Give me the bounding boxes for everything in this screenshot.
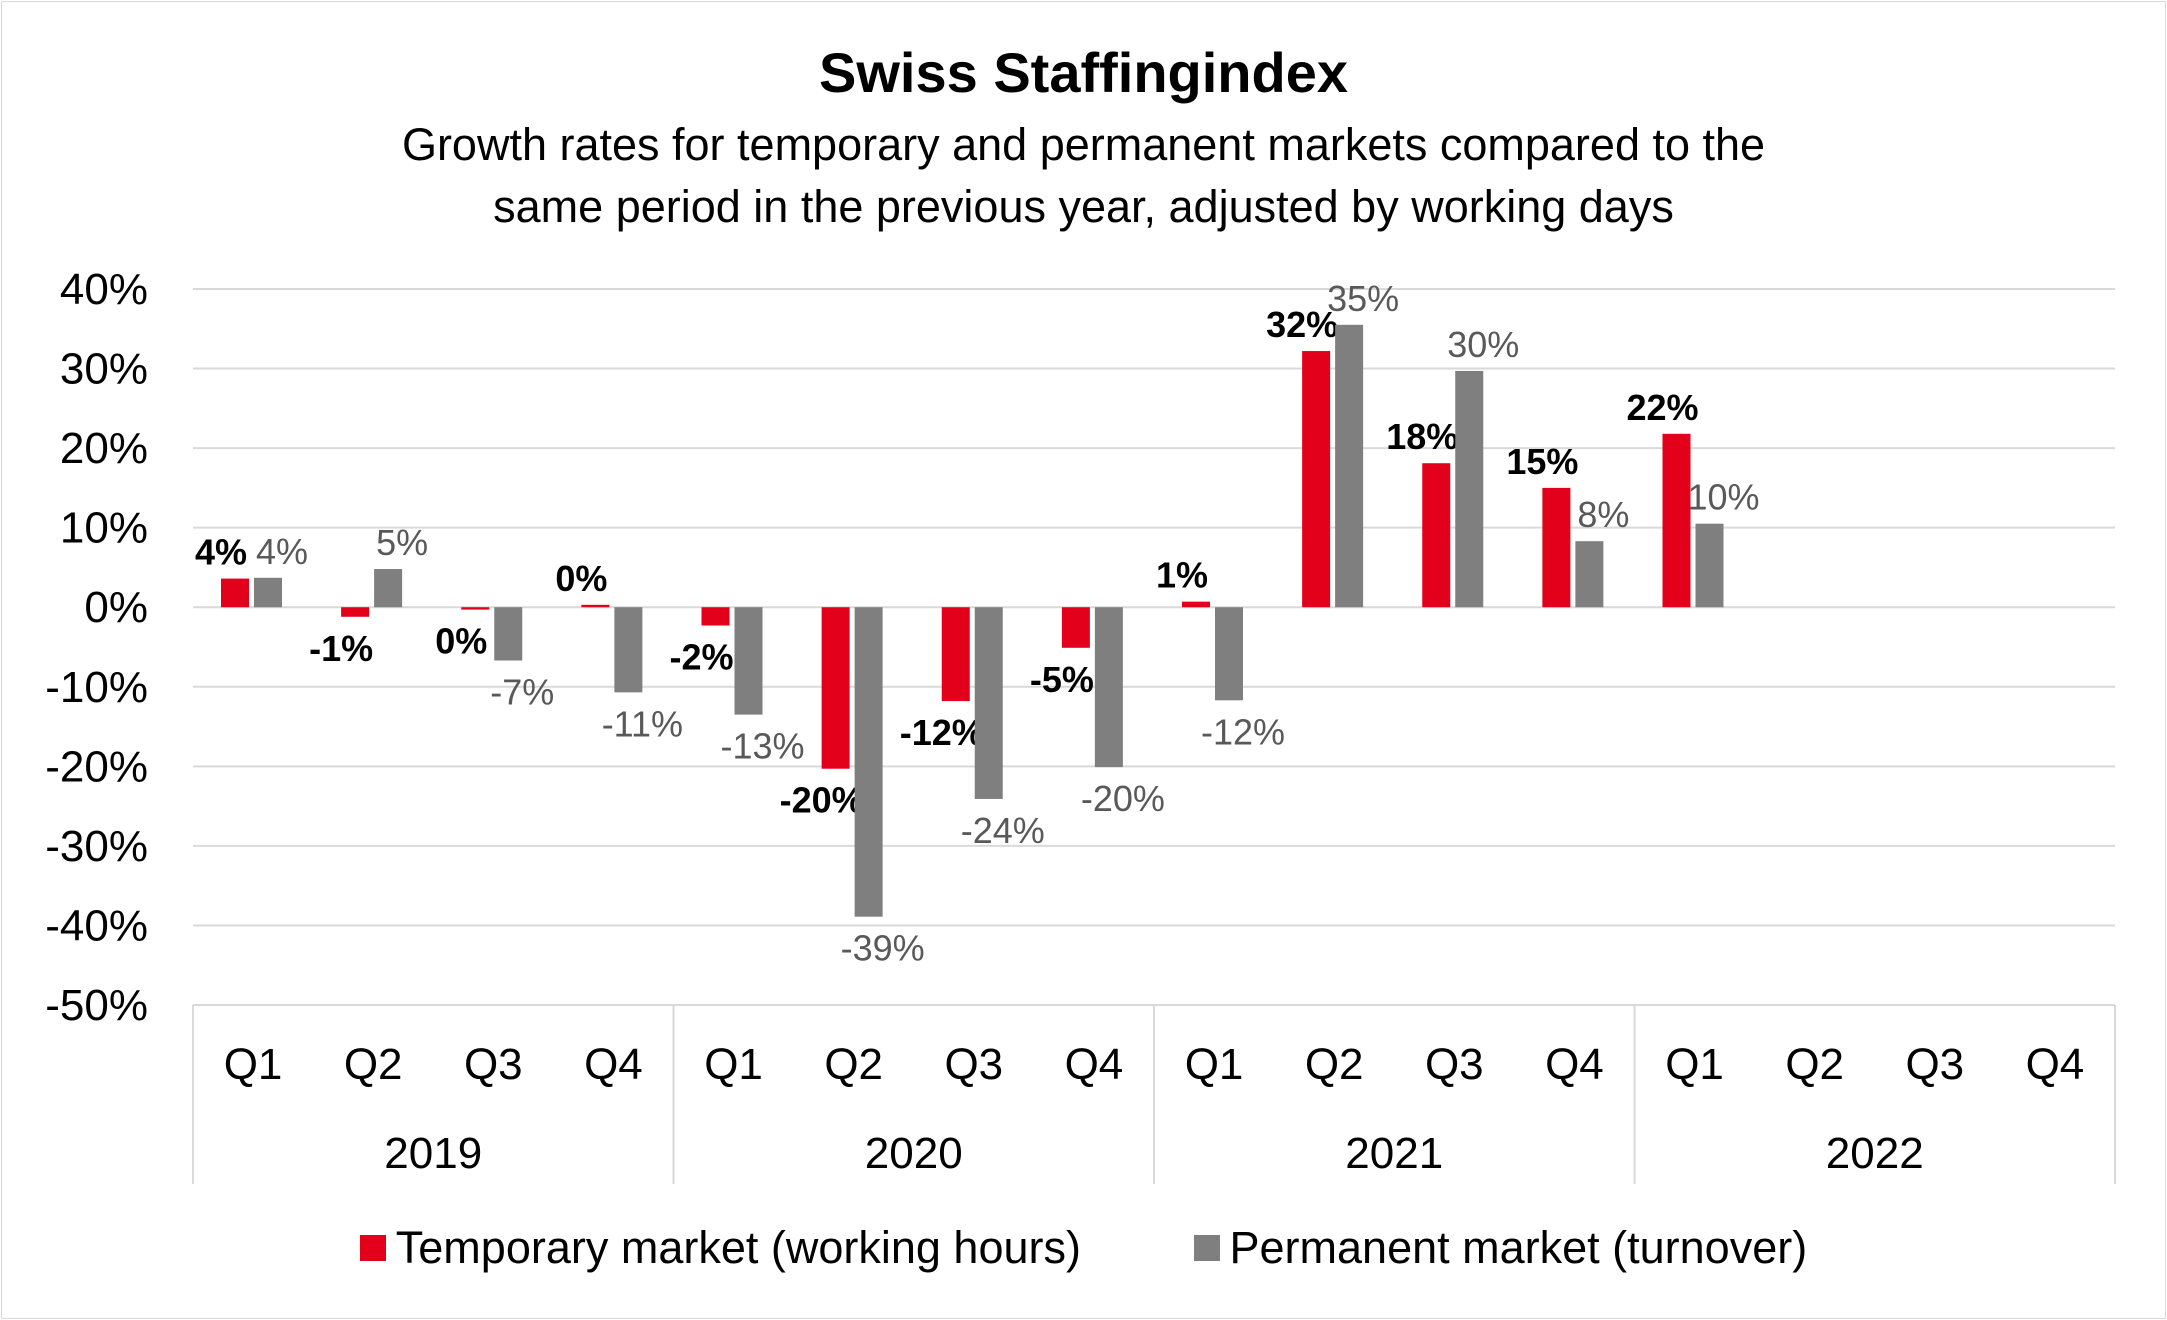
data-label-permanent: -7%: [490, 672, 554, 713]
x-tick-label: Q2: [344, 1040, 403, 1089]
data-label-permanent: -20%: [1081, 778, 1165, 819]
y-tick-label: -50%: [45, 981, 148, 1030]
legend-label-temporary: Temporary market (working hours): [395, 1222, 1081, 1273]
legend-swatch-temporary: [359, 1235, 386, 1261]
y-tick-label: 0%: [84, 583, 148, 632]
x-tick-label: Q4: [1545, 1040, 1604, 1089]
data-label-permanent: 10%: [1687, 477, 1759, 518]
y-tick-label: 10%: [60, 504, 148, 553]
y-tick-label: -10%: [45, 663, 148, 712]
data-label-permanent: 30%: [1447, 324, 1519, 365]
data-label-temporary: 32%: [1266, 304, 1338, 345]
data-label-temporary: 22%: [1626, 387, 1698, 428]
data-label-temporary: -12%: [900, 712, 984, 753]
data-label-temporary: -2%: [669, 637, 733, 678]
chart-title: Swiss Staffingindex: [819, 41, 1348, 104]
data-label-permanent: 4%: [256, 531, 308, 572]
data-label-permanent: -11%: [602, 703, 683, 744]
y-tick-label: -40%: [45, 901, 148, 950]
chart-subtitle: Growth rates for temporary and permanent…: [0, 114, 2167, 238]
legend-label-permanent: Permanent market (turnover): [1229, 1222, 1808, 1273]
bar-temporary: [1422, 463, 1451, 608]
year-label: 2019: [384, 1129, 482, 1178]
x-tick-label: Q4: [1065, 1040, 1124, 1089]
year-label: 2021: [1345, 1129, 1443, 1178]
bar-temporary: [1061, 607, 1090, 648]
data-label-permanent: -12%: [1201, 711, 1285, 752]
x-tick-label: Q2: [1305, 1040, 1364, 1089]
bar-permanent: [734, 607, 763, 715]
x-tick-label: Q2: [824, 1040, 883, 1089]
x-tick-label: Q1: [224, 1040, 283, 1089]
data-label-temporary: 0%: [435, 621, 487, 662]
bar-temporary: [941, 607, 970, 702]
bar-permanent: [1094, 607, 1123, 768]
y-tick-label: 20%: [60, 424, 148, 473]
bar-temporary: [1662, 433, 1691, 608]
data-label-permanent: 35%: [1327, 278, 1399, 319]
x-tick-label: Q3: [1425, 1040, 1484, 1089]
x-tick-label: Q2: [1785, 1040, 1844, 1089]
bar-temporary: [701, 607, 730, 626]
legend: Temporary market (working hours) Permane…: [0, 1220, 2167, 1274]
y-tick-label: 30%: [60, 345, 148, 394]
subtitle-line-1: Growth rates for temporary and permanent…: [401, 119, 1766, 170]
bar-permanent: [1455, 370, 1484, 608]
y-tick-label: 40%: [60, 265, 148, 314]
bar-permanent: [254, 577, 282, 608]
data-label-permanent: 5%: [376, 522, 428, 563]
bar-temporary: [581, 604, 610, 608]
bar-permanent: [1215, 607, 1243, 701]
data-label-temporary: -1%: [309, 628, 373, 669]
data-label-temporary: -5%: [1030, 659, 1094, 700]
x-tick-label: Q1: [704, 1040, 763, 1089]
y-tick-label: -20%: [45, 742, 148, 791]
data-label-permanent: -13%: [720, 726, 804, 767]
bar-temporary: [1302, 351, 1331, 608]
x-tick-label: Q1: [1665, 1040, 1724, 1089]
subtitle-line-2: same period in the previous year, adjust…: [493, 181, 1674, 232]
bar-permanent: [494, 607, 523, 661]
x-tick-label: Q3: [944, 1040, 1003, 1089]
data-label-permanent: 8%: [1577, 494, 1629, 535]
x-tick-label: Q1: [1185, 1040, 1244, 1089]
bar-temporary: [221, 578, 249, 608]
legend-swatch-permanent: [1193, 1235, 1220, 1261]
bar-permanent: [1575, 541, 1604, 608]
bar-temporary: [341, 607, 370, 617]
bar-temporary: [1182, 601, 1210, 608]
x-tick-label: Q4: [2026, 1040, 2085, 1089]
data-label-permanent: -39%: [841, 928, 925, 969]
bar-permanent: [614, 607, 643, 693]
bar-permanent: [1335, 324, 1364, 608]
data-label-temporary: -20%: [780, 780, 864, 821]
legend-item-permanent: Permanent market (turnover): [1193, 1222, 1808, 1274]
data-label-temporary: 18%: [1386, 416, 1458, 457]
bar-permanent: [974, 607, 1003, 799]
legend-item-temporary: Temporary market (working hours): [359, 1222, 1081, 1274]
data-label-permanent: -24%: [961, 810, 1045, 851]
data-label-temporary: 4%: [195, 532, 247, 573]
data-label-temporary: 15%: [1506, 441, 1578, 482]
bar-permanent: [1695, 523, 1724, 608]
year-label: 2022: [1826, 1129, 1924, 1178]
data-label-temporary: 0%: [555, 558, 607, 599]
data-label-temporary: 1%: [1156, 555, 1208, 596]
bar-permanent: [374, 569, 403, 608]
y-tick-label: -30%: [45, 822, 148, 871]
bar-temporary: [821, 607, 850, 769]
bar-temporary: [461, 607, 490, 610]
bar-permanent: [854, 607, 883, 917]
x-tick-label: Q3: [1905, 1040, 1964, 1089]
x-tick-label: Q3: [464, 1040, 523, 1089]
year-label: 2020: [865, 1129, 963, 1178]
bar-temporary: [1542, 487, 1571, 608]
x-tick-label: Q4: [584, 1040, 643, 1089]
